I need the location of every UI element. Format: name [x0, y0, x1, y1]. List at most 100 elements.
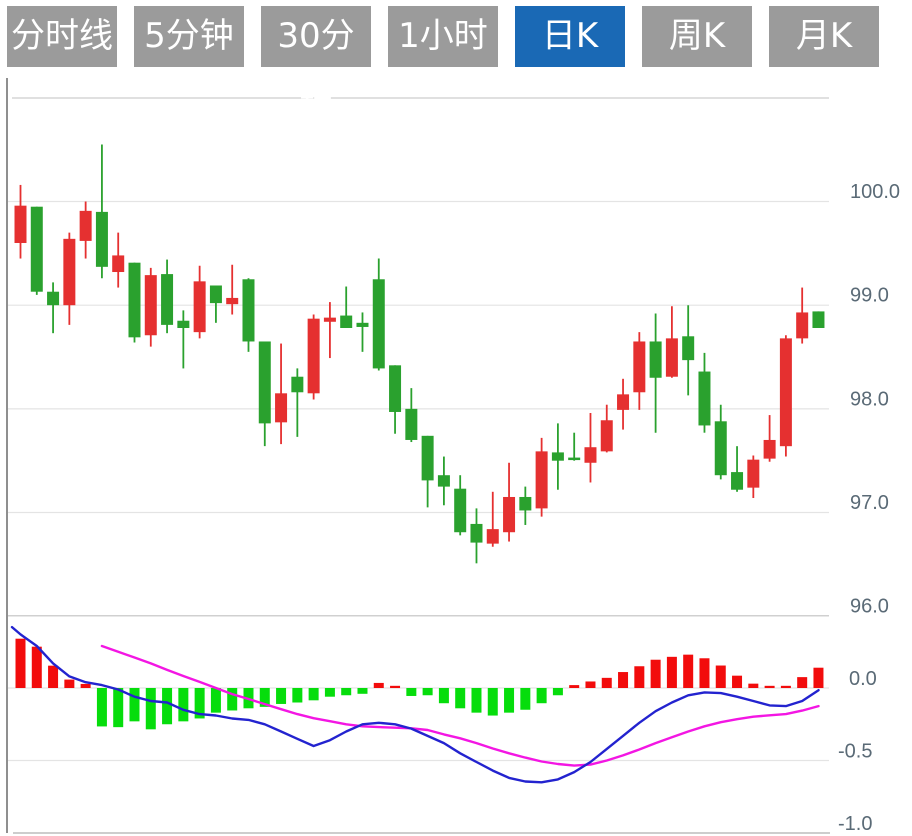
- candle: [144, 275, 157, 336]
- candle: [437, 475, 450, 487]
- tab-1hour[interactable]: 1小时: [388, 6, 498, 67]
- macd-bar: [194, 688, 205, 719]
- macd-bar: [259, 688, 270, 707]
- candle: [454, 488, 467, 533]
- macd-bar: [48, 665, 59, 688]
- macd-bar: [113, 688, 124, 728]
- timeframe-tabbar: 分时线 5分钟 30分钟 1小时 日K 周K 月K: [7, 6, 879, 117]
- candle: [568, 457, 581, 461]
- macd-bar: [406, 688, 417, 696]
- candle: [698, 371, 711, 426]
- tab-5min[interactable]: 5分钟: [134, 6, 244, 67]
- candle: [242, 279, 255, 342]
- candle: [14, 205, 27, 243]
- price-axis-label: 98.0: [850, 388, 889, 410]
- macd-bar: [64, 679, 75, 688]
- macd-bar: [31, 646, 42, 688]
- macd-bar: [96, 688, 107, 727]
- candle: [633, 341, 646, 393]
- candle: [600, 420, 613, 452]
- candle: [714, 421, 727, 476]
- macd-axis-label: 0.0: [849, 668, 877, 690]
- macd-bar: [162, 688, 173, 725]
- candle: [177, 320, 190, 328]
- macd-bar: [748, 683, 759, 688]
- candle: [649, 341, 662, 378]
- candle: [95, 211, 108, 267]
- candle: [226, 297, 239, 305]
- macd-bar: [15, 638, 26, 688]
- candle: [584, 447, 597, 463]
- macd-bar: [129, 688, 140, 722]
- tab-timeline[interactable]: 分时线: [7, 6, 117, 67]
- dif-line: [10, 625, 820, 784]
- macd-bar: [715, 665, 726, 688]
- candle: [63, 238, 76, 306]
- candle: [665, 338, 678, 377]
- candle: [323, 317, 336, 322]
- macd-bar: [487, 688, 498, 716]
- candle: [30, 206, 43, 292]
- tab-30min[interactable]: 30分钟: [261, 6, 371, 117]
- macd-bar: [536, 688, 547, 704]
- candle: [779, 338, 792, 447]
- candle: [340, 315, 353, 328]
- price-axis-label: 97.0: [850, 492, 889, 514]
- candle: [389, 365, 402, 412]
- macd-bar: [666, 656, 677, 688]
- macd-bar: [292, 688, 303, 703]
- macd-bar: [520, 688, 531, 710]
- macd-bar: [650, 659, 661, 688]
- macd-bar: [552, 688, 563, 696]
- macd-bar: [422, 688, 433, 696]
- macd-bar: [145, 688, 156, 730]
- candle: [47, 291, 60, 306]
- macd-bar: [324, 688, 335, 697]
- macd-bar: [438, 688, 449, 704]
- macd-bar: [210, 688, 221, 713]
- macd-bar: [634, 666, 645, 688]
- macd-bar: [601, 677, 612, 688]
- macd-bar: [780, 685, 791, 689]
- tab-monthly-k[interactable]: 月K: [769, 6, 879, 67]
- macd-bar: [455, 688, 466, 709]
- macd-bar: [618, 672, 629, 688]
- candle: [307, 318, 320, 394]
- candle: [258, 341, 271, 424]
- candle: [763, 439, 776, 459]
- macd-bar: [504, 688, 515, 713]
- candle: [551, 452, 564, 461]
- dea-line: [100, 644, 820, 767]
- candle: [209, 285, 222, 304]
- macd-bar: [390, 685, 401, 689]
- macd-bar: [341, 688, 352, 696]
- candle: [372, 279, 385, 369]
- macd-bar: [797, 677, 808, 688]
- tab-daily-k[interactable]: 日K: [515, 6, 625, 67]
- candle: [796, 312, 809, 339]
- candle: [682, 336, 695, 361]
- candle: [503, 496, 516, 533]
- candle: [421, 435, 434, 481]
- macd-axis-label: -1.0: [838, 813, 872, 835]
- price-axis-label: 99.0: [850, 285, 889, 307]
- candle: [470, 523, 483, 543]
- macd-bar: [471, 688, 482, 713]
- candle: [161, 274, 174, 325]
- candle: [79, 210, 92, 241]
- candle: [617, 394, 630, 410]
- price-axis-label: 100.0: [850, 181, 900, 203]
- candle: [193, 281, 206, 333]
- price-axis-label: 96.0: [850, 596, 889, 618]
- macd-bar: [683, 654, 694, 688]
- candle: [747, 459, 760, 488]
- tab-weekly-k[interactable]: 周K: [642, 6, 752, 67]
- candle: [275, 393, 288, 423]
- macd-bar: [178, 688, 189, 722]
- candle: [812, 311, 825, 328]
- macd-bar: [585, 681, 596, 688]
- macd-bar: [373, 682, 384, 688]
- candle: [519, 496, 532, 511]
